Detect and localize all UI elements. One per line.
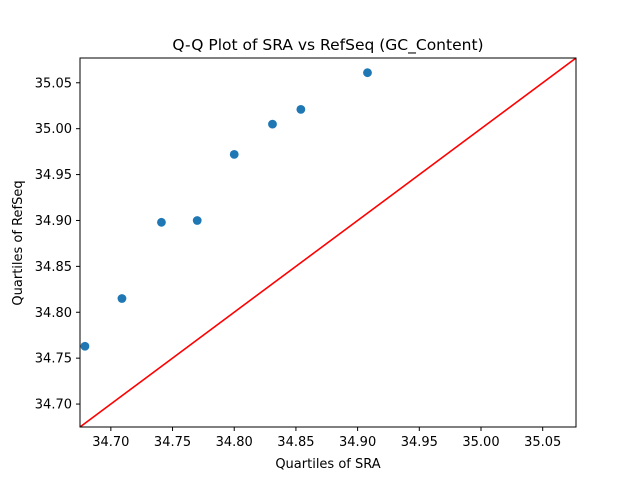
x-tick-label: 34.90 [339,435,376,450]
x-tick-label: 34.70 [92,435,129,450]
y-axis-title: Quartiles of RefSeq [11,180,26,305]
reference-line [80,58,576,427]
y-tick-label: 34.75 [35,352,72,367]
x-tick-label: 34.80 [216,435,253,450]
data-point [229,149,239,159]
x-axis-title: Quartiles of SRA [275,457,380,472]
data-point [363,68,372,78]
y-tick-label: 34.85 [35,260,72,275]
data-point [296,105,306,114]
plot-frame [79,57,577,428]
x-tick-label: 34.85 [277,435,314,450]
x-tick-label: 34.95 [401,435,438,450]
x-tick-label: 35.00 [462,435,499,450]
chart-title: Q-Q Plot of SRA vs RefSeq (GC_Content) [172,36,483,55]
data-point [117,294,127,303]
data-point [80,341,90,351]
x-tick-label: 35.05 [524,435,561,450]
plot-area: 34.70 34.75 34.80 34.85 34.90 34.95 35.00 35.05… [35,57,577,450]
y-tick-label: 34.70 [35,398,72,413]
y-tick-label: 34.95 [35,168,72,183]
x-tick-label: 34.75 [154,435,191,450]
data-point [268,119,277,129]
y-tick-label: 34.80 [35,306,72,321]
y-tick-label: 35.05 [35,76,72,91]
data-point [192,216,202,225]
y-tick-label: 34.90 [35,214,72,229]
data-point [157,217,166,227]
y-tick-label: 35.00 [35,122,72,137]
